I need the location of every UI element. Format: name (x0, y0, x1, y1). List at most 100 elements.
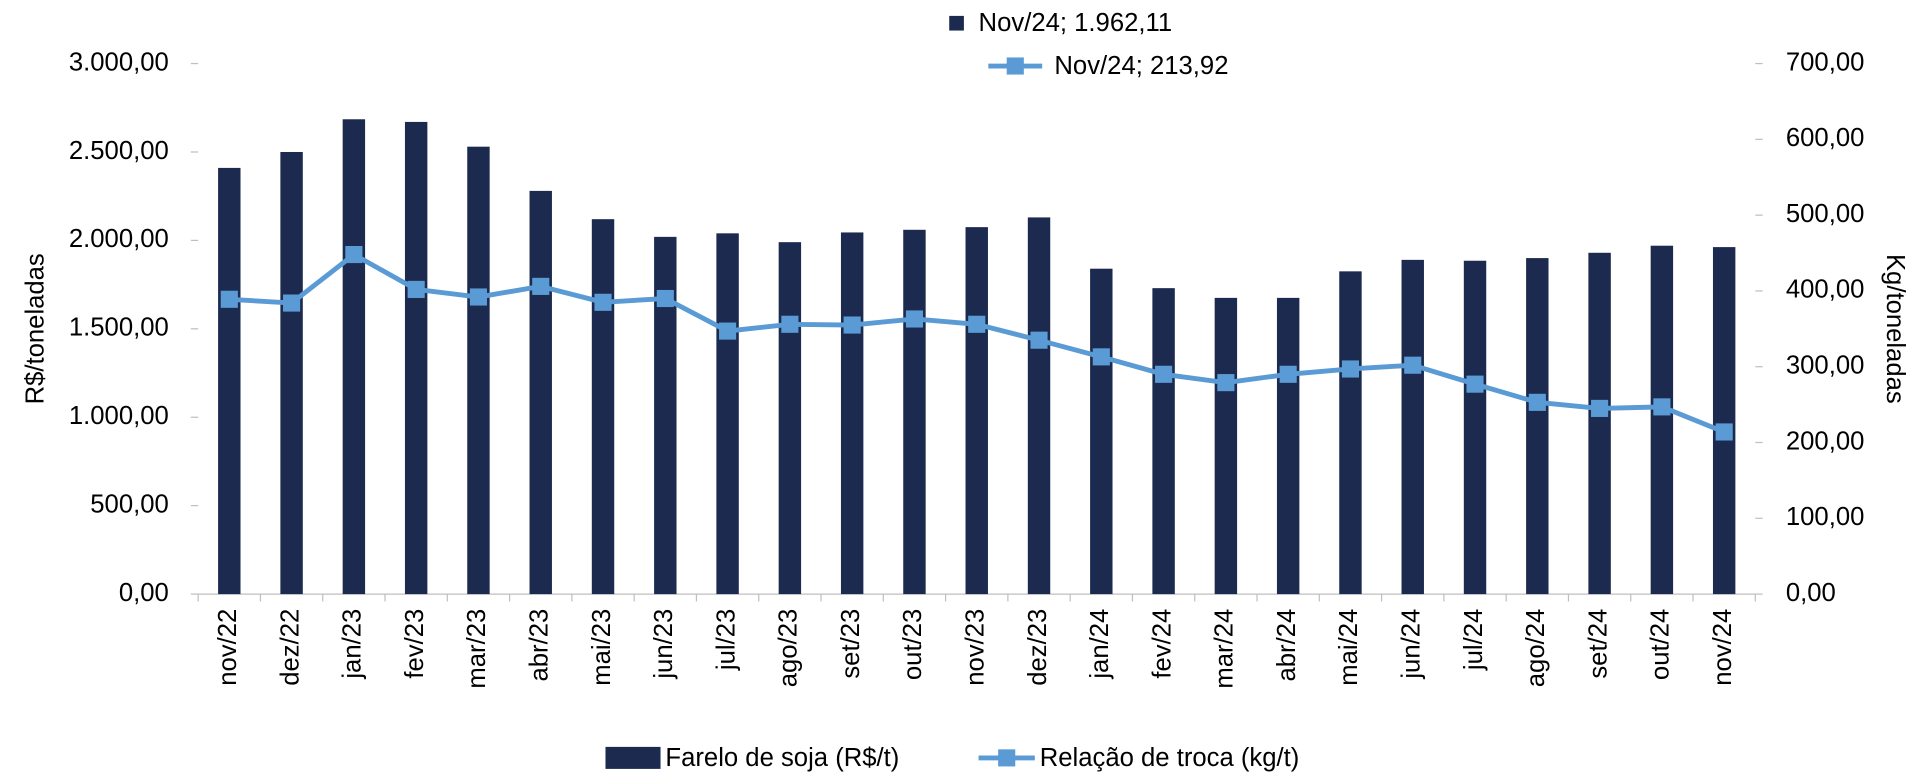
marker (1653, 398, 1671, 416)
y-axis-label: R$/toneladas (21, 253, 49, 404)
marker (1715, 423, 1733, 441)
x-tick-label: jul/24 (1460, 609, 1488, 671)
bar (1401, 259, 1424, 595)
bar (778, 242, 802, 595)
marker (469, 288, 488, 306)
legend-label: Farelo de soja (R$/t) (665, 744, 899, 772)
bar (1650, 245, 1674, 595)
x-tick-label: out/24 (1647, 609, 1675, 680)
legend-label: Relação de troca (kg/t) (1040, 744, 1300, 772)
y2-tick-label: 0,00 (1786, 579, 1836, 607)
marker (1092, 348, 1110, 366)
bar (1339, 271, 1362, 595)
legend-key (605, 746, 661, 769)
x-tick-label: ago/23 (775, 609, 803, 687)
x-tick-label: mai/23 (588, 609, 616, 686)
x-tick-label: dez/22 (276, 609, 304, 686)
marker (1466, 375, 1484, 393)
bar (1526, 258, 1549, 595)
bar (1027, 217, 1051, 595)
x-tick-label: abr/24 (1273, 609, 1301, 682)
marker (1404, 356, 1422, 374)
x-tick-label: jun/23 (650, 609, 678, 680)
marker (656, 289, 674, 308)
marker (905, 310, 924, 328)
x-tick-label: jan/23 (339, 609, 367, 680)
marker (1155, 365, 1173, 383)
marker (407, 280, 425, 298)
x-tick-label: nov/23 (962, 609, 990, 686)
y-tick-label: 2.500,00 (69, 137, 169, 165)
y2-tick-label: 700,00 (1786, 48, 1865, 76)
x-tick-label: jul/23 (712, 609, 740, 671)
marker (1217, 374, 1235, 392)
x-tick-label: fev/24 (1148, 609, 1176, 679)
y2-tick-label: 200,00 (1786, 427, 1865, 455)
y2-tick-label: 100,00 (1786, 503, 1865, 531)
bar (467, 146, 490, 595)
marker (283, 294, 301, 312)
bar (1214, 297, 1238, 595)
bar (1712, 247, 1736, 595)
bar (404, 121, 428, 595)
bar (1588, 252, 1611, 595)
bar (1090, 268, 1113, 595)
x-tick-label: set/23 (837, 609, 865, 679)
bar (342, 119, 366, 595)
bar (903, 229, 926, 595)
y-tick-label: 1.500,00 (69, 314, 169, 342)
bar (280, 151, 303, 595)
bar (1463, 260, 1487, 595)
x-tick-label: out/23 (899, 609, 927, 680)
x-tick-label: set/24 (1584, 609, 1612, 679)
x-tick-label: ago/24 (1522, 609, 1550, 687)
marker (345, 245, 363, 264)
marker (1030, 331, 1048, 349)
x-tick-label: nov/22 (214, 609, 242, 686)
marker (1279, 365, 1297, 383)
marker (594, 293, 612, 311)
marker (719, 322, 737, 340)
y-tick-label: 1.000,00 (69, 402, 169, 430)
y2-tick-label: 500,00 (1786, 200, 1865, 228)
legend-key (998, 749, 1016, 767)
annotation-key (949, 15, 964, 31)
marker (220, 290, 238, 308)
x-tick-label: mar/24 (1211, 609, 1239, 689)
bar (654, 236, 677, 595)
marker (781, 315, 799, 333)
bar (965, 227, 988, 595)
y2-tick-label: 300,00 (1786, 352, 1865, 380)
y-tick-label: 500,00 (90, 490, 169, 518)
x-tick-label: nov/24 (1709, 609, 1737, 686)
bar (529, 190, 552, 595)
x-tick-label: abr/23 (526, 609, 554, 682)
marker (1341, 360, 1360, 378)
annotation: Nov/24; 1.962,11 (979, 9, 1173, 37)
annotation-key (1006, 57, 1024, 75)
annotation: Nov/24; 213,92 (1054, 52, 1228, 80)
marker (532, 277, 550, 295)
y-tick-label: 0,00 (119, 579, 169, 607)
x-tick-label: jan/24 (1086, 609, 1114, 680)
bar (1276, 297, 1300, 595)
x-tick-label: mar/23 (463, 609, 491, 689)
x-tick-label: fev/23 (401, 609, 429, 679)
x-tick-label: dez/23 (1024, 609, 1052, 686)
bar (218, 167, 241, 595)
y-tick-label: 2.000,00 (69, 225, 169, 253)
y2-axis-label: Kg/toneladas (1881, 254, 1909, 404)
marker (843, 316, 861, 334)
marker (1591, 399, 1609, 417)
y2-tick-label: 600,00 (1786, 124, 1865, 152)
bar (716, 233, 739, 595)
y-tick-label: 3.000,00 (69, 48, 169, 76)
bar (840, 232, 864, 595)
bar (1152, 288, 1175, 595)
y2-tick-label: 400,00 (1786, 276, 1865, 304)
x-tick-label: jun/24 (1398, 609, 1426, 680)
marker (968, 315, 986, 333)
marker (1528, 393, 1546, 411)
x-tick-label: mai/24 (1335, 609, 1363, 686)
